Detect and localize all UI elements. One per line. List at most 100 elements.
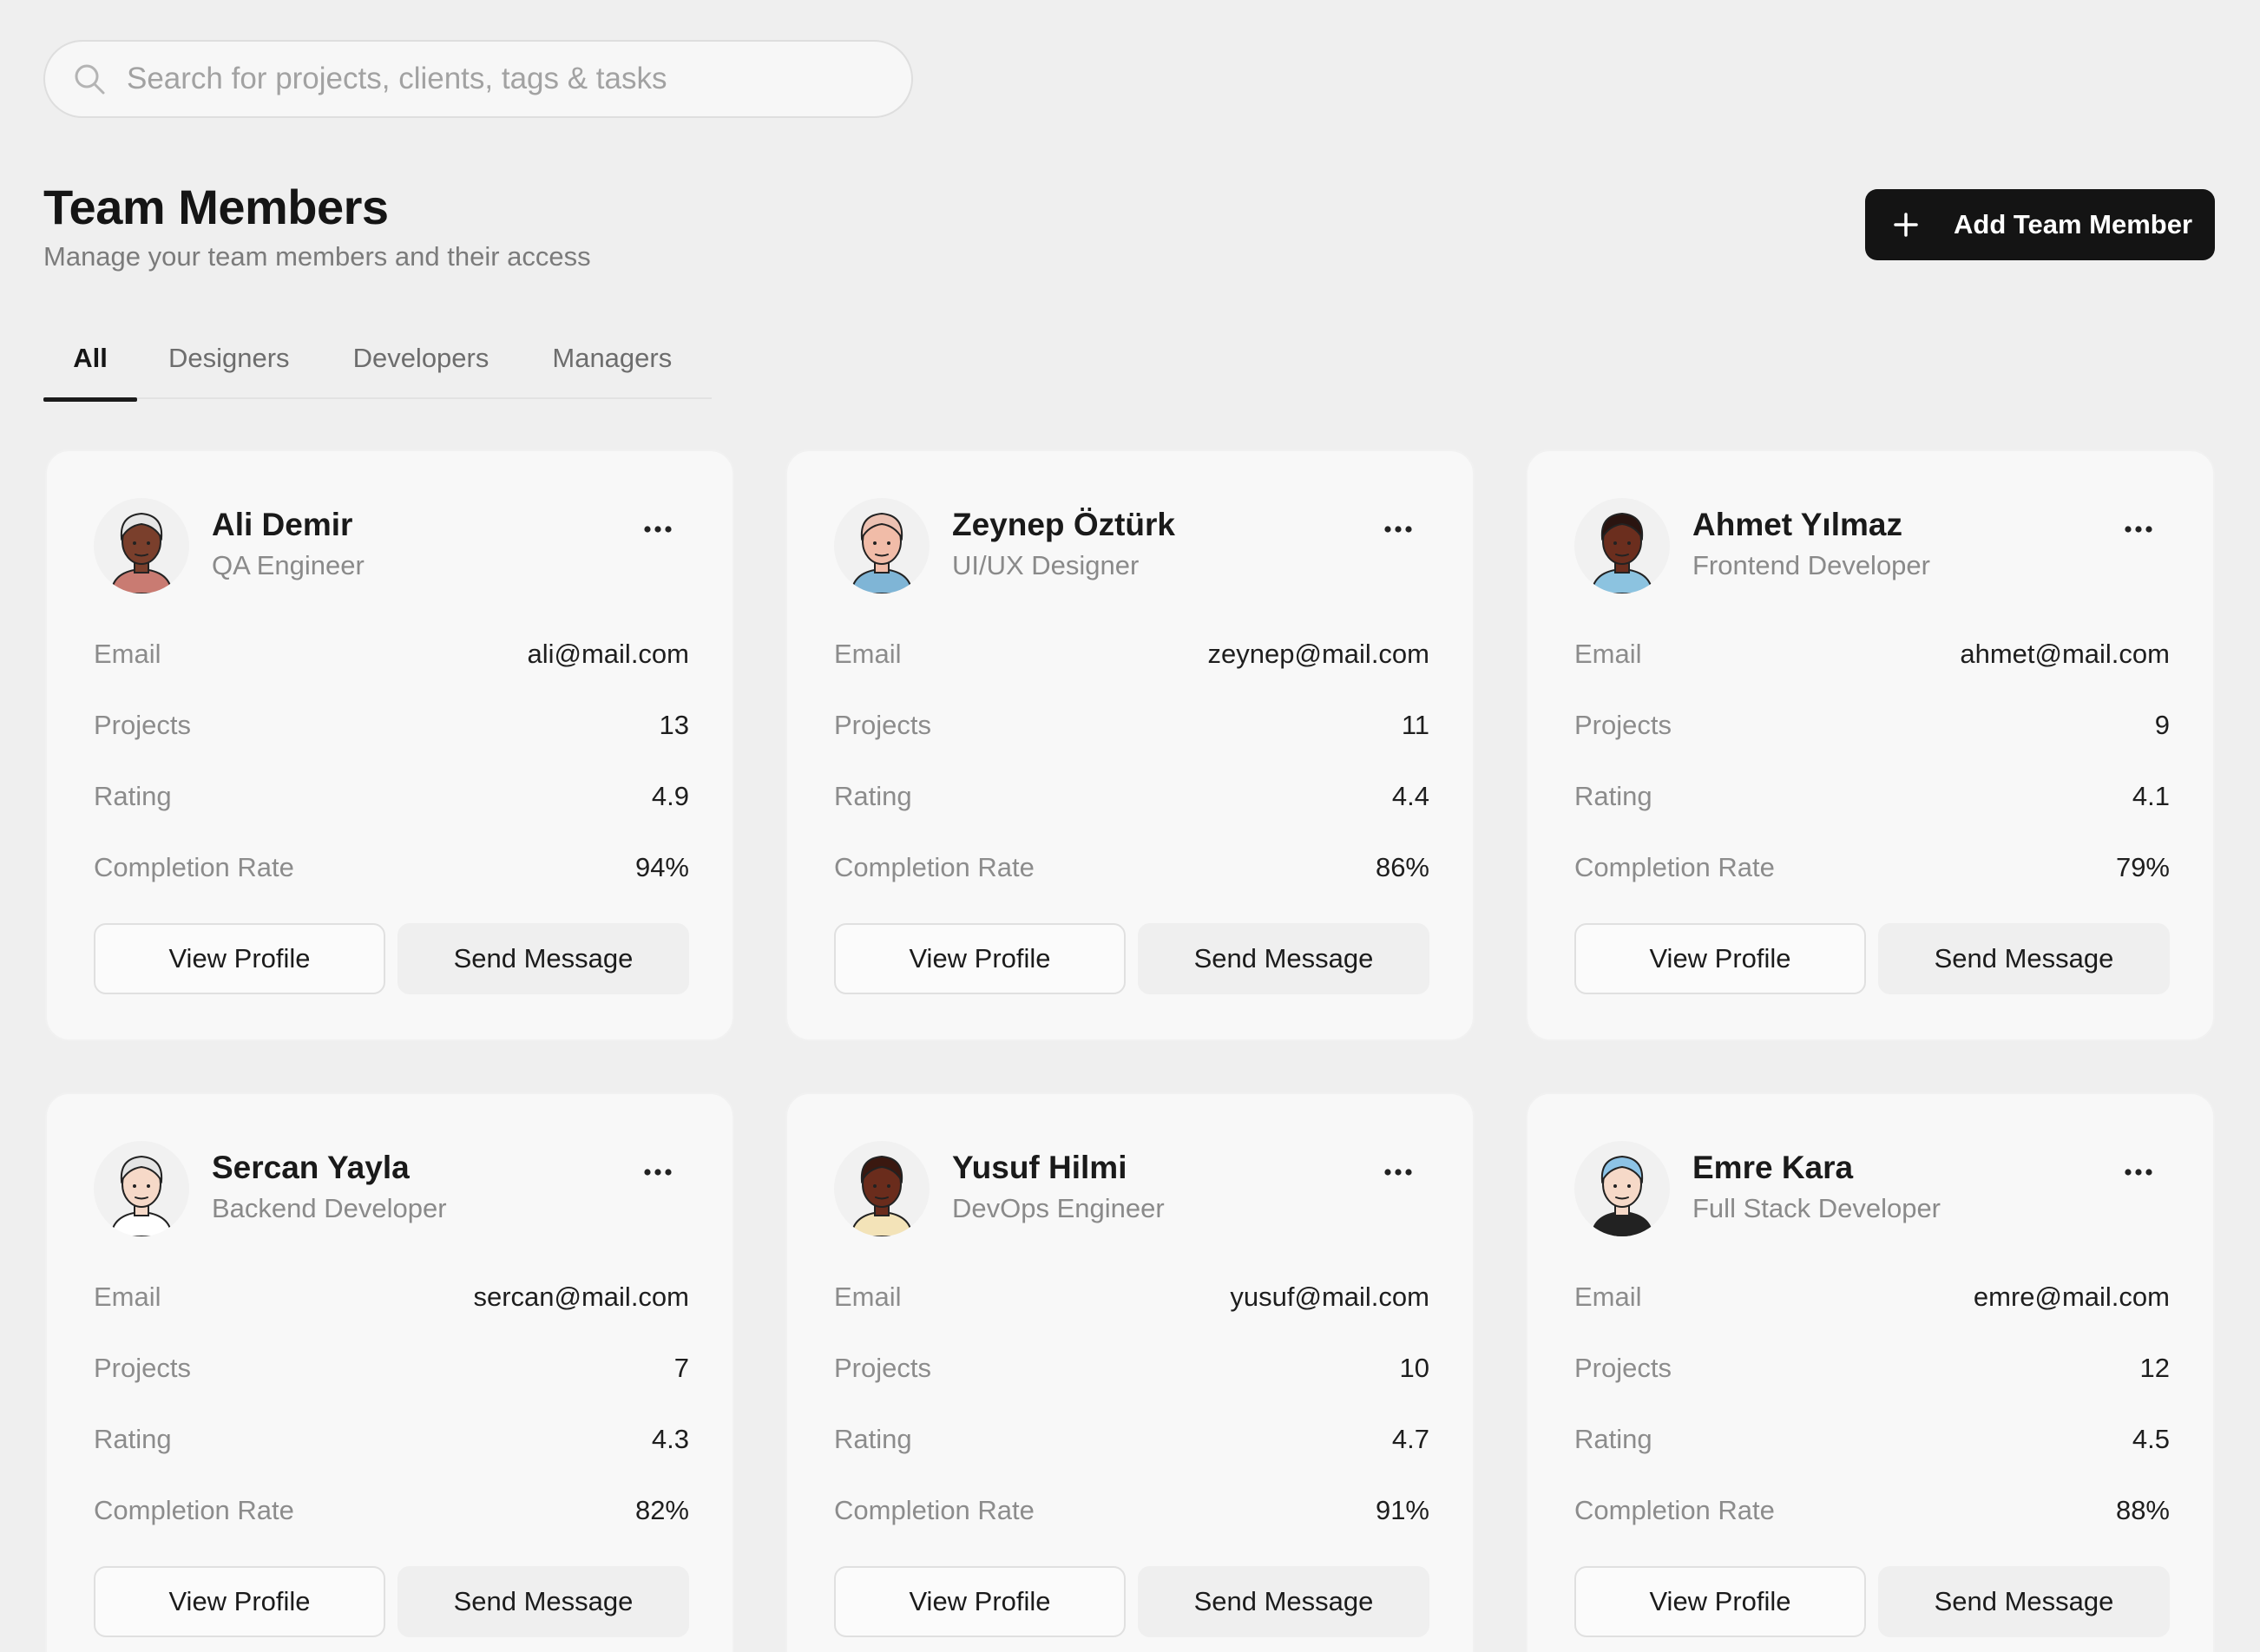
rating-row: Rating 4.4 bbox=[834, 777, 1429, 816]
completion-rate-row: Completion Rate 94% bbox=[94, 849, 689, 887]
projects-value: 9 bbox=[2154, 710, 2170, 740]
completion-rate-value: 86% bbox=[1375, 852, 1429, 882]
email-label: Email bbox=[1574, 639, 1642, 669]
completion-rate-value: 91% bbox=[1375, 1495, 1429, 1525]
rating-value: 4.7 bbox=[1391, 1424, 1429, 1454]
view-profile-button[interactable]: View Profile bbox=[94, 923, 385, 994]
rating-label: Rating bbox=[834, 1424, 912, 1454]
email-label: Email bbox=[834, 639, 902, 669]
send-message-button[interactable]: Send Message bbox=[1878, 923, 2170, 994]
more-horizontal-icon bbox=[1384, 526, 1412, 533]
search-bar[interactable] bbox=[43, 40, 913, 118]
more-options-button[interactable] bbox=[634, 512, 682, 547]
more-horizontal-icon bbox=[644, 1169, 672, 1176]
email-row: Email ahmet@mail.com bbox=[1574, 635, 2170, 673]
search-input[interactable] bbox=[127, 62, 873, 96]
projects-row: Projects 9 bbox=[1574, 706, 2170, 744]
completion-rate-label: Completion Rate bbox=[1574, 852, 1775, 882]
avatar bbox=[94, 498, 189, 593]
completion-rate-value: 88% bbox=[2115, 1495, 2170, 1525]
avatar bbox=[1574, 1141, 1670, 1236]
add-team-member-label: Add Team Member bbox=[1954, 209, 2193, 239]
member-name: Zeynep Öztürk bbox=[952, 507, 1175, 542]
add-team-member-button[interactable]: Add Team Member bbox=[1865, 189, 2215, 260]
avatar bbox=[1574, 498, 1670, 593]
send-message-button[interactable]: Send Message bbox=[1138, 1566, 1429, 1637]
completion-rate-row: Completion Rate 79% bbox=[1574, 849, 2170, 887]
member-role: QA Engineer bbox=[212, 550, 365, 580]
projects-value: 10 bbox=[1399, 1353, 1429, 1383]
view-profile-button[interactable]: View Profile bbox=[834, 923, 1126, 994]
rating-label: Rating bbox=[834, 781, 912, 811]
email-label: Email bbox=[834, 1282, 902, 1312]
completion-rate-value: 82% bbox=[634, 1495, 689, 1525]
tab-designers[interactable]: Designers bbox=[168, 343, 290, 373]
rating-label: Rating bbox=[94, 781, 172, 811]
member-name: Ahmet Yılmaz bbox=[1692, 507, 1902, 542]
email-row: Email yusuf@mail.com bbox=[834, 1278, 1429, 1316]
member-role: Full Stack Developer bbox=[1692, 1193, 1941, 1223]
member-name: Sercan Yayla bbox=[212, 1150, 410, 1185]
completion-rate-label: Completion Rate bbox=[94, 1495, 294, 1525]
rating-value: 4.4 bbox=[1391, 781, 1429, 811]
email-value: ahmet@mail.com bbox=[1960, 639, 2170, 669]
avatar bbox=[834, 498, 930, 593]
email-value: ali@mail.com bbox=[527, 639, 690, 669]
member-card: Ali Demir QA Engineer Email ali@mail.com … bbox=[45, 449, 734, 1041]
member-role: Frontend Developer bbox=[1692, 550, 1930, 580]
view-profile-button[interactable]: View Profile bbox=[1574, 1566, 1866, 1637]
completion-rate-value: 94% bbox=[634, 852, 689, 882]
view-profile-button[interactable]: View Profile bbox=[834, 1566, 1126, 1637]
plus-icon bbox=[1894, 213, 1918, 237]
send-message-button[interactable]: Send Message bbox=[397, 923, 689, 994]
completion-rate-row: Completion Rate 82% bbox=[94, 1491, 689, 1530]
member-name: Ali Demir bbox=[212, 507, 353, 542]
more-options-button[interactable] bbox=[1374, 1155, 1422, 1190]
send-message-button[interactable]: Send Message bbox=[1138, 923, 1429, 994]
rating-label: Rating bbox=[1574, 1424, 1652, 1454]
email-value: emre@mail.com bbox=[1973, 1282, 2170, 1312]
tab-managers[interactable]: Managers bbox=[552, 343, 673, 373]
completion-rate-row: Completion Rate 91% bbox=[834, 1491, 1429, 1530]
more-options-button[interactable] bbox=[2114, 512, 2163, 547]
projects-value: 7 bbox=[673, 1353, 689, 1383]
more-horizontal-icon bbox=[2125, 1169, 2152, 1176]
member-role: DevOps Engineer bbox=[952, 1193, 1165, 1223]
projects-label: Projects bbox=[94, 1353, 191, 1383]
email-row: Email sercan@mail.com bbox=[94, 1278, 689, 1316]
email-label: Email bbox=[94, 1282, 161, 1312]
more-options-button[interactable] bbox=[634, 1155, 682, 1190]
completion-rate-row: Completion Rate 88% bbox=[1574, 1491, 2170, 1530]
person-illustration-icon bbox=[109, 1155, 174, 1236]
projects-row: Projects 10 bbox=[834, 1349, 1429, 1387]
rating-value: 4.1 bbox=[2132, 781, 2170, 811]
send-message-button[interactable]: Send Message bbox=[1878, 1566, 2170, 1637]
email-value: sercan@mail.com bbox=[473, 1282, 689, 1312]
more-options-button[interactable] bbox=[2114, 1155, 2163, 1190]
member-card: Emre Kara Full Stack Developer Email emre… bbox=[1526, 1092, 2215, 1652]
member-card: Sercan Yayla Backend Developer Email serc… bbox=[45, 1092, 734, 1652]
more-horizontal-icon bbox=[1384, 1169, 1412, 1176]
view-profile-button[interactable]: View Profile bbox=[1574, 923, 1866, 994]
page-title: Team Members bbox=[43, 180, 389, 234]
person-illustration-icon bbox=[1590, 1155, 1654, 1236]
projects-label: Projects bbox=[1574, 710, 1672, 740]
more-horizontal-icon bbox=[2125, 526, 2152, 533]
view-profile-button[interactable]: View Profile bbox=[94, 1566, 385, 1637]
rating-row: Rating 4.9 bbox=[94, 777, 689, 816]
person-illustration-icon bbox=[1590, 512, 1654, 593]
member-card: Yusuf Hilmi DevOps Engineer Email yusuf@m… bbox=[785, 1092, 1475, 1652]
tab-all[interactable]: All bbox=[43, 330, 137, 402]
member-card: Zeynep Öztürk UI/UX Designer Email zeynep… bbox=[785, 449, 1475, 1041]
projects-row: Projects 12 bbox=[1574, 1349, 2170, 1387]
projects-label: Projects bbox=[94, 710, 191, 740]
more-options-button[interactable] bbox=[1374, 512, 1422, 547]
projects-row: Projects 11 bbox=[834, 706, 1429, 744]
projects-value: 11 bbox=[1401, 710, 1429, 740]
rating-label: Rating bbox=[1574, 781, 1652, 811]
tab-developers[interactable]: Developers bbox=[352, 343, 489, 373]
member-card: Ahmet Yılmaz Frontend Developer Email ahm… bbox=[1526, 449, 2215, 1041]
email-value: zeynep@mail.com bbox=[1207, 639, 1429, 669]
send-message-button[interactable]: Send Message bbox=[397, 1566, 689, 1637]
